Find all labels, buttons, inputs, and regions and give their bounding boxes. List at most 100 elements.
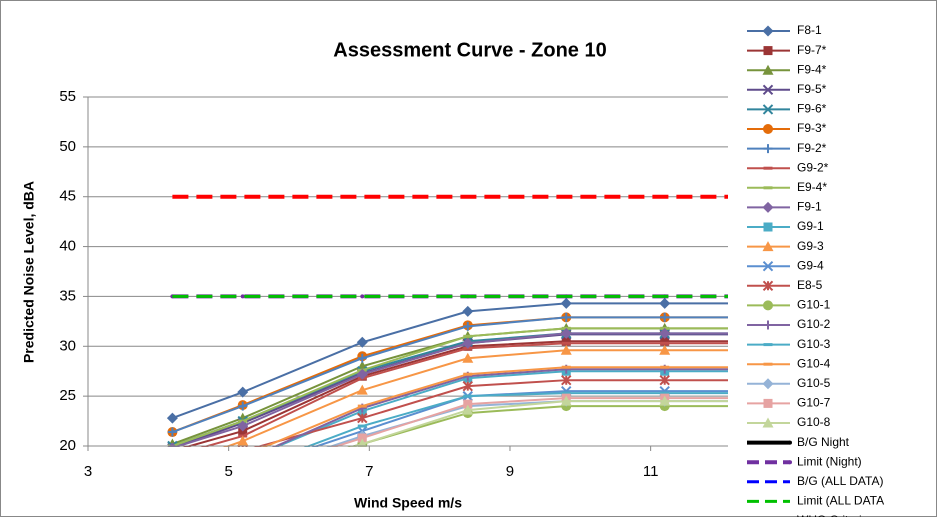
x-tick-label: 9	[506, 463, 514, 480]
marker	[788, 440, 792, 445]
legend-item: F9-5*	[747, 82, 827, 96]
legend-item: G10-3	[747, 337, 831, 351]
legend-item: F9-3*	[747, 121, 827, 135]
marker	[762, 417, 774, 428]
legend-label: F8-1	[797, 23, 822, 37]
x-tick-label: 3	[84, 463, 92, 480]
marker	[238, 401, 248, 411]
marker	[360, 294, 365, 299]
legend-label: G10-8	[797, 415, 831, 429]
marker	[357, 438, 367, 447]
legend-item: G10-2	[747, 317, 831, 331]
legend-item: G9-3	[747, 239, 824, 253]
legend-item: B/G (ALL DATA)	[747, 474, 883, 488]
marker	[237, 386, 249, 398]
marker	[463, 321, 473, 331]
marker	[659, 374, 670, 386]
legend-label: F9-1	[797, 200, 822, 214]
legend-item: F9-1	[747, 200, 822, 214]
marker	[762, 378, 774, 390]
legend-label: WHO Criteria	[797, 513, 869, 517]
plot-area	[166, 194, 728, 447]
series	[349, 395, 728, 447]
marker	[762, 25, 774, 37]
legend-item: E9-4*	[747, 180, 827, 194]
legend-label: G10-2	[797, 317, 831, 331]
legend-item: F9-7*	[747, 43, 827, 57]
marker	[237, 420, 249, 432]
marker	[762, 64, 774, 75]
series	[237, 374, 728, 447]
marker	[560, 327, 572, 339]
marker	[560, 297, 572, 309]
legend-label: B/G Night	[797, 435, 850, 449]
legend-item: G9-2*	[747, 160, 829, 174]
marker	[462, 337, 474, 349]
marker	[763, 124, 773, 134]
y-tick-label: 30	[59, 337, 76, 354]
y-tick-label: 40	[59, 238, 76, 255]
x-tick-label: 11	[643, 463, 659, 480]
marker	[356, 368, 368, 380]
marker	[357, 433, 367, 443]
marker	[561, 374, 572, 386]
legend-label: Limit (Night)	[797, 454, 862, 468]
marker	[763, 144, 773, 154]
marker	[763, 300, 773, 311]
marker	[762, 104, 774, 115]
legend-item: G10-1	[747, 298, 831, 312]
marker	[763, 46, 773, 56]
legend-item: G10-7	[747, 396, 831, 410]
legend-label: F9-7*	[797, 43, 827, 57]
marker	[240, 294, 245, 299]
series	[167, 312, 728, 437]
legend-item: G9-1	[747, 219, 824, 233]
legend-item: F9-6*	[747, 102, 827, 116]
marker	[762, 241, 774, 252]
marker	[356, 336, 368, 348]
legend-item: F8-1	[747, 23, 822, 37]
marker	[762, 201, 774, 213]
legend-label: G10-3	[797, 337, 831, 351]
series	[166, 297, 728, 424]
marker	[167, 427, 177, 437]
legend-label: G10-4	[797, 356, 831, 370]
marker	[463, 399, 473, 409]
marker	[462, 305, 474, 317]
legend-label: G9-3	[797, 239, 824, 253]
legend-label: G9-4	[797, 258, 824, 272]
series	[222, 344, 728, 447]
marker	[762, 260, 774, 272]
marker	[788, 460, 792, 465]
legend-label: G10-7	[797, 396, 831, 410]
marker	[356, 384, 368, 395]
y-tick-label: 35	[59, 287, 76, 304]
marker	[561, 312, 571, 322]
series	[167, 327, 728, 447]
marker	[763, 320, 773, 330]
marker	[659, 297, 671, 309]
legend-item: B/G Night	[747, 435, 850, 449]
legend-item: F9-4*	[747, 62, 827, 76]
legend-label: F9-2*	[797, 141, 827, 155]
legend-label: E9-4*	[797, 180, 827, 194]
legend-item: Limit (Night)	[747, 454, 862, 468]
y-tick-label: 45	[59, 188, 76, 205]
marker	[462, 404, 474, 415]
x-tick-label: 7	[365, 463, 373, 480]
x-tick-label: 5	[224, 463, 232, 480]
y-tick-label: 25	[59, 387, 76, 404]
marker	[762, 280, 774, 292]
y-tick-label: 20	[59, 437, 76, 454]
legend-label: Limit (ALL DATA	[797, 494, 884, 508]
legend-label: F9-5*	[797, 82, 827, 96]
legend: F8-1 F9-7* F9-4* F9-5* F9-6* F9-3* F9-2* G9-2* E…	[747, 23, 884, 522]
y-tick-label: 50	[59, 138, 76, 155]
legend-label: G10-5	[797, 376, 831, 390]
legend-label: B/G (ALL DATA)	[797, 474, 883, 488]
marker	[659, 395, 671, 406]
marker	[237, 435, 249, 446]
